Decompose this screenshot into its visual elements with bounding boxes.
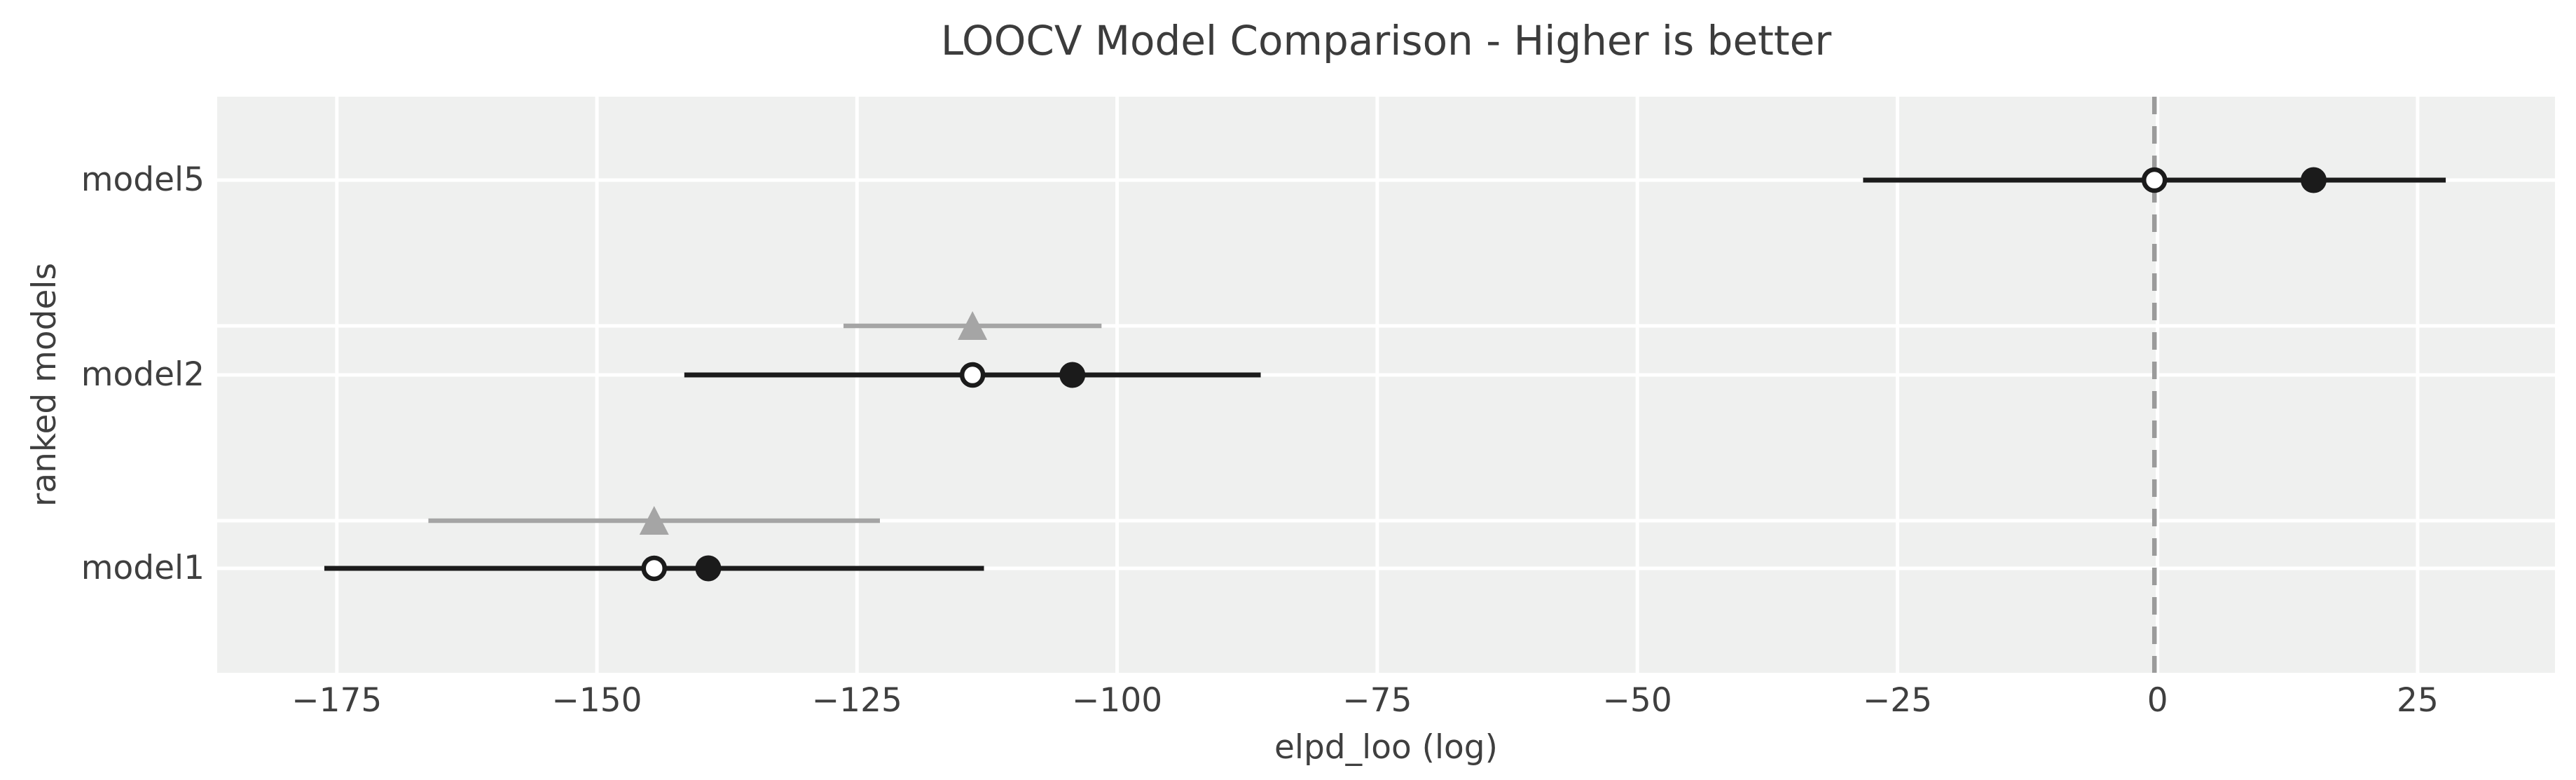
x-tick-label: 0 [2147, 681, 2168, 720]
y-axis-label: ranked models [25, 263, 64, 507]
x-tick-label: −100 [1072, 681, 1163, 720]
elpd-loo-open-circle [959, 362, 986, 388]
y-tick-label-model1: model1 [81, 548, 205, 587]
insample-elpd-filled-circle [695, 555, 722, 582]
diff-triangle-marker [639, 505, 669, 535]
elpd-loo-open-circle [2141, 167, 2168, 193]
diff-triangle-marker [958, 310, 988, 340]
x-axis-label: elpd_loo (log) [1274, 728, 1498, 767]
plot-area [217, 97, 2555, 673]
chart-canvas [217, 97, 2555, 673]
x-tick-label: −125 [811, 681, 902, 720]
insample-elpd-filled-circle [2300, 167, 2327, 193]
chart-title: LOOCV Model Comparison - Higher is bette… [940, 17, 1832, 64]
y-tick-label-model2: model2 [81, 355, 205, 395]
x-tick-label: −175 [291, 681, 383, 720]
elpd-loo-open-circle [641, 555, 667, 582]
x-tick-label: −150 [551, 681, 642, 720]
x-tick-label: −75 [1342, 681, 1412, 720]
x-tick-label: −25 [1862, 681, 1933, 720]
insample-elpd-filled-circle [1059, 362, 1086, 388]
x-tick-label: 25 [2397, 681, 2439, 720]
y-tick-label-model5: model5 [81, 160, 205, 200]
x-tick-label: −50 [1602, 681, 1672, 720]
